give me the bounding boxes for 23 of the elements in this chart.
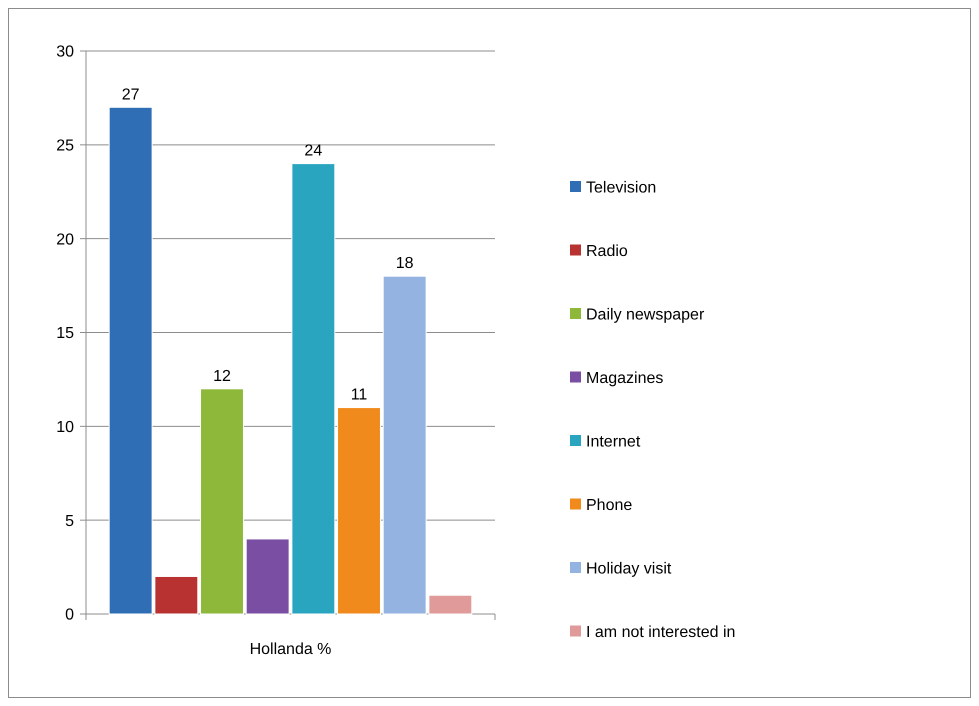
x-tick-label: Hollanda % [250,641,332,658]
y-tick-label: 15 [56,325,74,342]
legend-label: Radio [586,243,628,260]
data-label: 18 [396,255,414,272]
y-tick-label: 20 [56,231,74,248]
data-label: 24 [304,142,322,160]
y-tick-label: 5 [65,512,74,530]
legend-label: Phone [586,497,632,514]
data-label: 12 [213,368,231,385]
legend-label: Holiday visit [586,560,672,578]
data-label: 11 [350,386,368,404]
legend-label: Television [586,180,656,197]
bar [108,106,153,614]
y-tick-label: 10 [56,418,74,436]
y-tick-label: 0 [65,606,74,624]
bar [428,594,472,614]
legend-label: Daily newspaper [586,306,705,324]
legend-label: Magazines [586,370,664,388]
legend-label: Internet [586,434,641,451]
y-tick-label: 25 [56,137,74,154]
legend-label: I am not interested in [586,624,736,642]
data-label: 27 [122,86,140,104]
y-tick-label: 30 [56,44,74,61]
